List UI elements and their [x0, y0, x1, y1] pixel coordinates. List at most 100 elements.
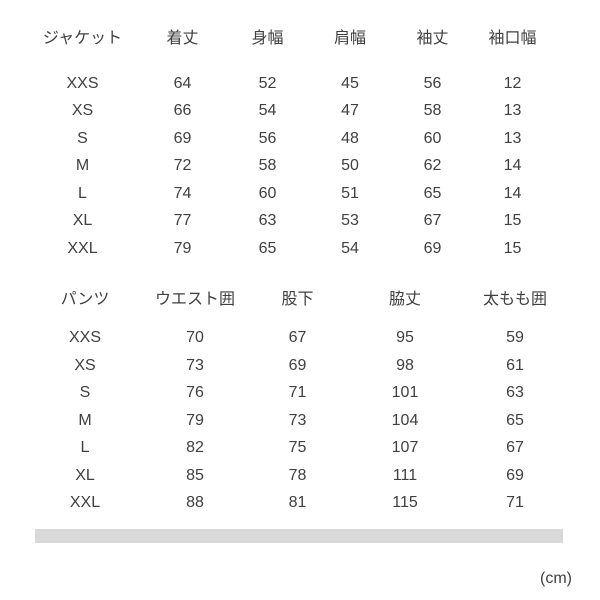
table-row: XS 66 54 47 58 13	[25, 98, 600, 126]
value-cell: 45	[341, 74, 359, 92]
value-cell: 65	[258, 239, 277, 257]
table-row: XL 77 63 53 67 15	[25, 208, 600, 236]
table-row: XXL 88 81 115 71	[25, 490, 600, 518]
value-cell: 53	[341, 212, 359, 230]
pants-table-title: パンツ	[60, 290, 110, 308]
value-cell: 61	[506, 356, 524, 374]
value-cell: 50	[341, 157, 359, 175]
size-cell: XS	[71, 102, 94, 120]
value-cell: 115	[392, 494, 418, 512]
value-cell: 98	[396, 356, 414, 374]
value-cell: 69	[288, 356, 307, 374]
value-cell: 12	[503, 74, 522, 92]
size-cell: XXS	[66, 74, 99, 92]
value-cell: 77	[173, 212, 192, 230]
value-cell: 79	[186, 411, 204, 429]
value-cell: 70	[186, 329, 204, 347]
size-cell: XXS	[68, 329, 101, 347]
value-cell: 63	[506, 384, 524, 402]
pants-col-side-length: 脇丈	[388, 290, 421, 308]
table-row: L 82 75 107 67	[25, 435, 600, 463]
jacket-size-table: ジャケット 着丈 身幅 肩幅 袖丈 袖口幅 XXS 64 52 45 56 12 XS 66 5…	[25, 0, 600, 263]
table-row: M 79 73 104 65	[25, 407, 600, 435]
value-cell: 51	[341, 184, 359, 202]
value-cell: 95	[396, 329, 414, 347]
value-cell: 69	[423, 239, 442, 257]
value-cell: 67	[506, 439, 524, 457]
value-cell: 13	[503, 102, 522, 120]
jacket-col-body-width: 身幅	[251, 30, 284, 47]
jacket-table-title: ジャケット	[42, 30, 123, 47]
size-cell: S	[79, 384, 91, 402]
value-cell: 69	[506, 466, 524, 484]
value-cell: 65	[506, 411, 524, 429]
value-cell: 75	[288, 439, 307, 457]
value-cell: 56	[258, 129, 277, 147]
table-row: S 76 71 101 63	[25, 380, 600, 408]
value-cell: 71	[288, 384, 307, 402]
jacket-table-header: ジャケット 着丈 身幅 肩幅 袖丈 袖口幅	[25, 24, 600, 48]
value-cell: 101	[391, 384, 419, 402]
value-cell: 82	[186, 439, 204, 457]
value-cell: 58	[423, 102, 442, 120]
value-cell: 76	[186, 384, 204, 402]
value-cell: 73	[186, 356, 204, 374]
value-cell: 63	[258, 212, 277, 230]
value-cell: 54	[341, 239, 359, 257]
value-cell: 111	[392, 466, 418, 484]
size-cell: XXL	[67, 239, 98, 257]
value-cell: 13	[503, 129, 522, 147]
jacket-col-body-length: 着丈	[166, 30, 199, 47]
jacket-col-shoulder-width: 肩幅	[333, 30, 366, 47]
value-cell: 69	[173, 129, 192, 147]
value-cell: 62	[423, 157, 442, 175]
value-cell: 64	[173, 74, 192, 92]
value-cell: 60	[258, 184, 277, 202]
pants-col-inseam: 股下	[281, 290, 314, 308]
size-cell: M	[78, 411, 92, 429]
table-row: XL 85 78 111 69	[25, 462, 600, 490]
jacket-col-cuff-width: 袖口幅	[488, 30, 537, 47]
pants-col-thigh: 太もも囲	[482, 290, 547, 308]
value-cell: 81	[288, 494, 307, 512]
table-row: L 74 60 51 65 14	[25, 180, 600, 208]
table-row: XXS 70 67 95 59	[25, 325, 600, 353]
unit-label: (cm)	[540, 570, 572, 587]
value-cell: 67	[288, 329, 307, 347]
value-cell: 48	[341, 129, 359, 147]
size-cell: L	[80, 439, 90, 457]
size-cell: S	[77, 129, 88, 147]
value-cell: 47	[341, 102, 359, 120]
size-cell: XL	[72, 212, 93, 230]
table-row: XXS 64 52 45 56 12	[25, 70, 600, 98]
size-cell: M	[75, 157, 90, 175]
table-row: M 72 58 50 62 14	[25, 153, 600, 181]
size-cell: XXL	[69, 494, 101, 512]
value-cell: 67	[423, 212, 442, 230]
value-cell: 14	[503, 184, 522, 202]
value-cell: 52	[258, 74, 277, 92]
value-cell: 56	[423, 74, 442, 92]
table-row: S 69 56 48 60 13	[25, 125, 600, 153]
value-cell: 104	[391, 411, 419, 429]
pants-table-header: パンツ ウエスト囲 股下 脇丈 太もも囲	[25, 285, 600, 309]
jacket-table-rows: XXS 64 52 45 56 12 XS 66 54 47 58 13 S 69 56 48 60 13 M 72 5…	[25, 70, 600, 263]
jacket-col-sleeve-length: 袖丈	[416, 30, 449, 47]
value-cell: 71	[506, 494, 524, 512]
value-cell: 78	[288, 466, 307, 484]
pants-table-rows: XXS 70 67 95 59 XS 73 69 98 61 S 76 71 101 63 M 79 73 104 6…	[25, 325, 600, 518]
value-cell: 72	[173, 157, 192, 175]
value-cell: 14	[503, 157, 522, 175]
value-cell: 58	[258, 157, 277, 175]
value-cell: 73	[288, 411, 307, 429]
value-cell: 15	[503, 212, 522, 230]
size-cell: L	[78, 184, 87, 202]
value-cell: 66	[173, 102, 192, 120]
value-cell: 107	[391, 439, 419, 457]
value-cell: 54	[258, 102, 277, 120]
horizontal-scrollbar[interactable]	[35, 529, 563, 543]
value-cell: 88	[186, 494, 204, 512]
value-cell: 15	[503, 239, 522, 257]
value-cell: 74	[173, 184, 192, 202]
